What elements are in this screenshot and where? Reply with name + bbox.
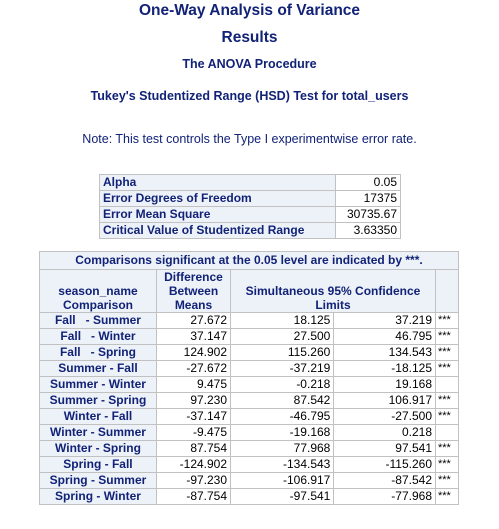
- significance-marker: ***: [435, 312, 459, 329]
- table-row: Spring - Summer -97.230 -106.917 -87.542 ***: [39, 472, 459, 489]
- difference-value: 27.672: [155, 312, 232, 329]
- confidence-limits-header: Simultaneous 95% Confidence Limits: [230, 269, 436, 313]
- difference-value: -97.230: [155, 472, 232, 489]
- comparison-label: Spring - Fall: [39, 456, 157, 473]
- lower-limit-value: 87.542: [230, 392, 335, 409]
- upper-limit-value: -27.500: [333, 408, 436, 425]
- difference-value: -9.475: [155, 424, 232, 441]
- table-caption-row: Comparisons significant at the 0.05 leve…: [39, 251, 459, 270]
- experimentwise-note: Note: This test controls the Type I expe…: [82, 132, 417, 146]
- difference-value: -37.147: [155, 408, 232, 425]
- table-row: Summer - Winter 9.475 -0.218 19.168: [39, 376, 459, 393]
- lower-limit-value: -19.168: [230, 424, 335, 441]
- table-row: Summer - Spring 97.230 87.542 106.917 ***: [39, 392, 459, 409]
- lower-limit-value: -97.541: [230, 488, 335, 505]
- table-row: Spring - Fall -124.902 -134.543 -115.260 ***: [39, 456, 459, 473]
- comparison-label: Fall - Winter: [39, 328, 157, 345]
- lower-limit-value: 77.968: [230, 440, 335, 457]
- significance-marker: ***: [435, 392, 459, 409]
- lower-limit-value: 27.500: [230, 328, 335, 345]
- difference-value: 9.475: [155, 376, 232, 393]
- test-parameters-table: Alpha 0.05 Error Degrees of Freedom 1737…: [99, 174, 401, 239]
- param-label: Error Degrees of Freedom: [99, 190, 336, 207]
- upper-limit-value: -18.125: [333, 360, 436, 377]
- comparison-label: Winter - Summer: [39, 424, 157, 441]
- upper-limit-value: 37.219: [333, 312, 436, 329]
- significance-marker: ***: [435, 472, 459, 489]
- difference-value: 124.902: [155, 344, 232, 361]
- significance-marker: ***: [435, 344, 459, 361]
- upper-limit-value: -77.968: [333, 488, 436, 505]
- difference-value: -87.754: [155, 488, 232, 505]
- procedure-title: The ANOVA Procedure: [182, 57, 317, 71]
- significance-marker: ***: [435, 360, 459, 377]
- table-row: Spring - Winter -87.754 -97.541 -77.968 ***: [39, 488, 459, 505]
- table-row: Fall - Spring 124.902 115.260 134.543 ***: [39, 344, 459, 361]
- upper-limit-value: 46.795: [333, 328, 436, 345]
- lower-limit-value: -0.218: [230, 376, 335, 393]
- table-row: Winter - Spring 87.754 77.968 97.541 ***: [39, 440, 459, 457]
- comparisons-table: Comparisons significant at the 0.05 leve…: [39, 251, 459, 505]
- lower-limit-value: 115.260: [230, 344, 335, 361]
- comparison-label: Spring - Summer: [39, 472, 157, 489]
- table-row: Error Degrees of Freedom 17375: [99, 190, 401, 207]
- table-row: Summer - Fall -27.672 -37.219 -18.125 ***: [39, 360, 459, 377]
- table-row: Alpha 0.05: [99, 174, 401, 191]
- significance-marker: ***: [435, 488, 459, 505]
- param-label: Alpha: [99, 174, 336, 191]
- lower-limit-value: -106.917: [230, 472, 335, 489]
- upper-limit-value: 106.917: [333, 392, 436, 409]
- comparison-label: Summer - Fall: [39, 360, 157, 377]
- comparisons-caption: Comparisons significant at the 0.05 leve…: [39, 251, 459, 270]
- table-row: Error Mean Square 30735.67: [99, 206, 401, 223]
- table-row: Fall - Summer 27.672 18.125 37.219 ***: [39, 312, 459, 329]
- lower-limit-value: -37.219: [230, 360, 335, 377]
- difference-value: 87.754: [155, 440, 232, 457]
- difference-column-header: Difference Between Means: [155, 269, 232, 313]
- significance-marker: ***: [435, 440, 459, 457]
- param-value: 0.05: [335, 174, 401, 191]
- difference-value: 97.230: [155, 392, 232, 409]
- significance-marker: ***: [435, 328, 459, 345]
- upper-limit-value: 0.218: [333, 424, 436, 441]
- table-row: Winter - Fall -37.147 -46.795 -27.500 ***: [39, 408, 459, 425]
- report-title: One-Way Analysis of Variance: [138, 2, 361, 19]
- param-value: 3.63350: [335, 222, 401, 239]
- comparison-label: Summer - Winter: [39, 376, 157, 393]
- difference-value: 37.147: [155, 328, 232, 345]
- table-row: Critical Value of Studentized Range 3.63…: [99, 222, 401, 239]
- significance-marker: [435, 424, 459, 441]
- difference-value: -124.902: [155, 456, 232, 473]
- table-row: Fall - Winter 37.147 27.500 46.795 ***: [39, 328, 459, 345]
- report-subtitle: Results: [221, 29, 278, 46]
- comparison-column-header: season_name Comparison: [39, 269, 157, 313]
- upper-limit-value: 19.168: [333, 376, 436, 393]
- table-row: Winter - Summer -9.475 -19.168 0.218: [39, 424, 459, 441]
- table-header-row: season_name Comparison Difference Between M…: [39, 269, 459, 313]
- param-label: Critical Value of Studentized Range: [99, 222, 336, 239]
- lower-limit-value: 18.125: [230, 312, 335, 329]
- lower-limit-value: -134.543: [230, 456, 335, 473]
- comparison-label: Fall - Summer: [39, 312, 157, 329]
- param-value: 17375: [335, 190, 401, 207]
- difference-value: -27.672: [155, 360, 232, 377]
- upper-limit-value: 134.543: [333, 344, 436, 361]
- significance-marker: [435, 376, 459, 393]
- comparison-label: Winter - Spring: [39, 440, 157, 457]
- comparison-label: Spring - Winter: [39, 488, 157, 505]
- comparison-label: Fall - Spring: [39, 344, 157, 361]
- upper-limit-value: -87.542: [333, 472, 436, 489]
- comparison-label: Summer - Spring: [39, 392, 157, 409]
- param-value: 30735.67: [335, 206, 401, 223]
- significance-column-header: [435, 269, 459, 313]
- significance-marker: ***: [435, 456, 459, 473]
- comparison-label: Winter - Fall: [39, 408, 157, 425]
- upper-limit-value: 97.541: [333, 440, 436, 457]
- significance-marker: ***: [435, 408, 459, 425]
- test-title: Tukey's Studentized Range (HSD) Test for…: [90, 89, 409, 103]
- param-label: Error Mean Square: [99, 206, 336, 223]
- upper-limit-value: -115.260: [333, 456, 436, 473]
- lower-limit-value: -46.795: [230, 408, 335, 425]
